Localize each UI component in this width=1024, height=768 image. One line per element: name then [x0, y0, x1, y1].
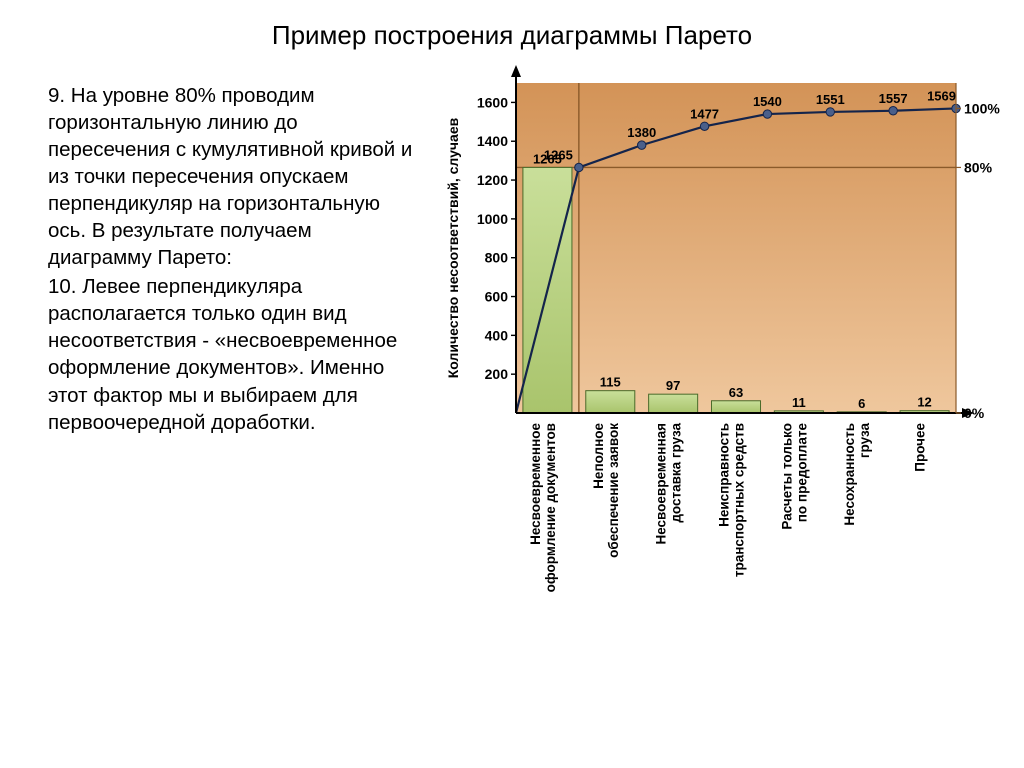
svg-text:200: 200 — [485, 366, 509, 382]
svg-text:12: 12 — [917, 395, 931, 410]
pareto-chart-svg: 1265115976311612126513801477154015511557… — [430, 65, 1000, 625]
svg-text:Прочее: Прочее — [913, 423, 928, 472]
svg-text:1600: 1600 — [477, 94, 508, 110]
page-title: Пример построения диаграммы Парето — [0, 20, 1024, 51]
svg-text:11: 11 — [792, 395, 806, 410]
svg-text:1557: 1557 — [879, 91, 908, 106]
svg-text:обеспечение заявок: обеспечение заявок — [606, 423, 621, 558]
svg-text:Несохранность: Несохранность — [842, 423, 857, 526]
svg-text:63: 63 — [729, 385, 743, 400]
svg-text:600: 600 — [485, 289, 509, 305]
svg-text:1380: 1380 — [627, 125, 656, 140]
pareto-chart: 1265115976311612126513801477154015511557… — [430, 65, 1000, 625]
svg-text:доставка груза: доставка груза — [669, 423, 684, 523]
svg-text:6: 6 — [858, 396, 865, 411]
svg-text:1200: 1200 — [477, 172, 508, 188]
svg-text:Расчеты только: Расчеты только — [779, 423, 794, 530]
svg-text:1477: 1477 — [690, 106, 719, 121]
svg-text:1540: 1540 — [753, 94, 782, 109]
svg-text:Неполное: Неполное — [591, 423, 606, 489]
svg-text:1400: 1400 — [477, 133, 508, 149]
svg-text:1551: 1551 — [816, 92, 845, 107]
svg-text:800: 800 — [485, 250, 509, 266]
svg-text:по предоплате: по предоплате — [794, 423, 809, 523]
description-text: 9. На уровне 80% проводим горизонтальную… — [48, 82, 416, 438]
svg-text:115: 115 — [600, 375, 621, 390]
svg-text:Количество несоответствий, слу: Количество несоответствий, случаев — [445, 117, 461, 378]
svg-text:97: 97 — [666, 378, 680, 393]
paragraph-9: 9. На уровне 80% проводим горизонтальную… — [48, 82, 416, 271]
svg-text:80%: 80% — [964, 159, 993, 175]
svg-text:груза: груза — [857, 423, 872, 459]
svg-text:1569: 1569 — [927, 88, 956, 103]
svg-text:Неисправность: Неисправность — [717, 423, 732, 527]
svg-text:оформление документов: оформление документов — [543, 423, 558, 592]
svg-text:100%: 100% — [964, 100, 1000, 116]
svg-text:1000: 1000 — [477, 211, 508, 227]
svg-text:0%: 0% — [964, 405, 985, 421]
paragraph-10: 10. Левее перпендикуляра располагается т… — [48, 273, 416, 435]
svg-text:Несвоевременное: Несвоевременное — [528, 423, 543, 545]
svg-text:1265: 1265 — [544, 147, 573, 162]
svg-text:400: 400 — [485, 327, 509, 343]
svg-text:Несвоевременная: Несвоевременная — [654, 423, 669, 545]
svg-text:транспортных средств: транспортных средств — [732, 423, 747, 577]
